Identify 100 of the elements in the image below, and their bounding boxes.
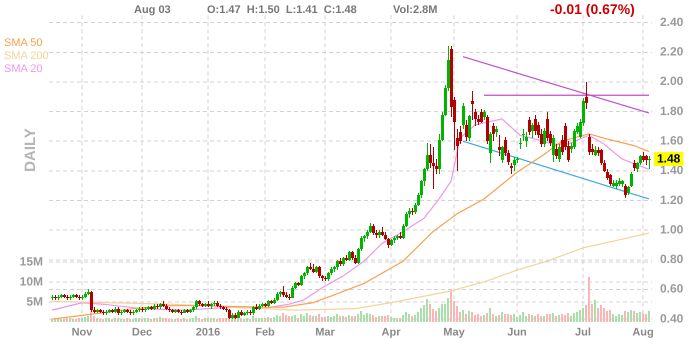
bar	[129, 319, 131, 322]
bar	[645, 314, 647, 322]
y-tick-label: 2.20	[660, 44, 684, 59]
bar	[318, 314, 320, 322]
bar	[264, 318, 266, 322]
y-tick-label: 0.80	[660, 252, 684, 266]
bar	[354, 316, 356, 322]
x-tick-label: Nov	[72, 326, 94, 339]
bar	[450, 290, 452, 322]
bar	[291, 316, 293, 322]
bar	[393, 318, 395, 322]
bar	[597, 308, 599, 322]
bar	[594, 300, 596, 322]
bar	[339, 316, 341, 322]
bar	[546, 314, 548, 322]
x-tick-label: Feb	[255, 326, 276, 339]
bar	[51, 319, 53, 322]
bar	[279, 316, 281, 322]
bar	[249, 319, 251, 322]
bar	[489, 308, 491, 322]
bar	[192, 318, 194, 322]
bar	[138, 318, 140, 322]
bar	[543, 316, 545, 322]
bar	[429, 304, 431, 322]
y2-tick-label: 15M	[20, 254, 44, 269]
bar	[522, 312, 524, 322]
annotation: O:1.47 H:1.50 L:1.41 C:1.48	[207, 4, 357, 16]
bar	[198, 318, 200, 322]
bar	[387, 315, 389, 322]
bar	[252, 316, 254, 322]
bar	[87, 316, 89, 322]
bar	[501, 312, 503, 322]
text: SMA 20	[4, 63, 43, 76]
bar	[66, 318, 68, 322]
candlestick	[648, 156, 651, 169]
bar	[123, 319, 125, 322]
bar	[132, 319, 134, 322]
bar	[621, 315, 623, 322]
bar	[477, 314, 479, 322]
bar	[204, 318, 206, 322]
bar	[261, 318, 263, 322]
bar	[312, 316, 314, 322]
bar	[465, 314, 467, 322]
bar	[225, 318, 227, 322]
bar	[96, 318, 98, 322]
bar	[210, 318, 212, 322]
y-tick-label: 0.60	[660, 282, 684, 296]
y-tick-label: 1.60	[660, 133, 684, 148]
bar	[537, 314, 539, 322]
bar	[579, 310, 581, 322]
bar	[117, 318, 119, 322]
x-tick-label: Jul	[575, 326, 591, 339]
bar	[609, 310, 611, 322]
bar	[150, 319, 152, 322]
bar	[108, 318, 110, 322]
y2-tick-label: 10M	[20, 274, 44, 288]
bar	[600, 305, 602, 322]
bar	[420, 308, 422, 322]
bar	[624, 311, 626, 322]
bar	[207, 318, 209, 322]
x-tick-label: 2016	[196, 326, 220, 339]
x-tick-label: Mar	[315, 326, 336, 339]
bar	[333, 316, 335, 322]
bar	[126, 318, 128, 322]
bar	[345, 317, 347, 322]
bar	[120, 319, 122, 322]
bar	[612, 314, 614, 322]
bar	[549, 314, 551, 322]
bar	[639, 312, 641, 322]
bar	[648, 311, 650, 322]
bar	[258, 318, 260, 322]
x-tick-label: Jun	[507, 326, 528, 339]
bar	[366, 313, 368, 322]
bar	[177, 318, 179, 322]
annotation: -0.01 (0.67%)	[550, 0, 635, 17]
y-tick-label: 1.20	[660, 192, 684, 207]
bar	[186, 319, 188, 322]
bar	[384, 316, 386, 322]
bar	[246, 318, 248, 322]
bar	[510, 315, 512, 322]
bar	[153, 318, 155, 322]
bar	[105, 318, 107, 322]
text: DAILY	[22, 128, 40, 172]
bar	[636, 313, 638, 322]
bar	[486, 313, 488, 322]
annotation: 1.48	[657, 151, 681, 166]
bar	[315, 316, 317, 322]
bar	[507, 314, 509, 322]
bar	[63, 319, 65, 322]
bar	[168, 319, 170, 322]
bar	[348, 315, 350, 322]
candlestick	[519, 138, 522, 149]
bar	[480, 316, 482, 322]
annotation: Vol:2.8M	[393, 4, 438, 16]
bar	[369, 314, 371, 322]
y-tick-label: 1.00	[660, 222, 684, 236]
bar	[75, 319, 77, 322]
bar	[69, 318, 71, 322]
y-tick-label: 1.80	[660, 104, 684, 118]
bar	[240, 318, 242, 322]
